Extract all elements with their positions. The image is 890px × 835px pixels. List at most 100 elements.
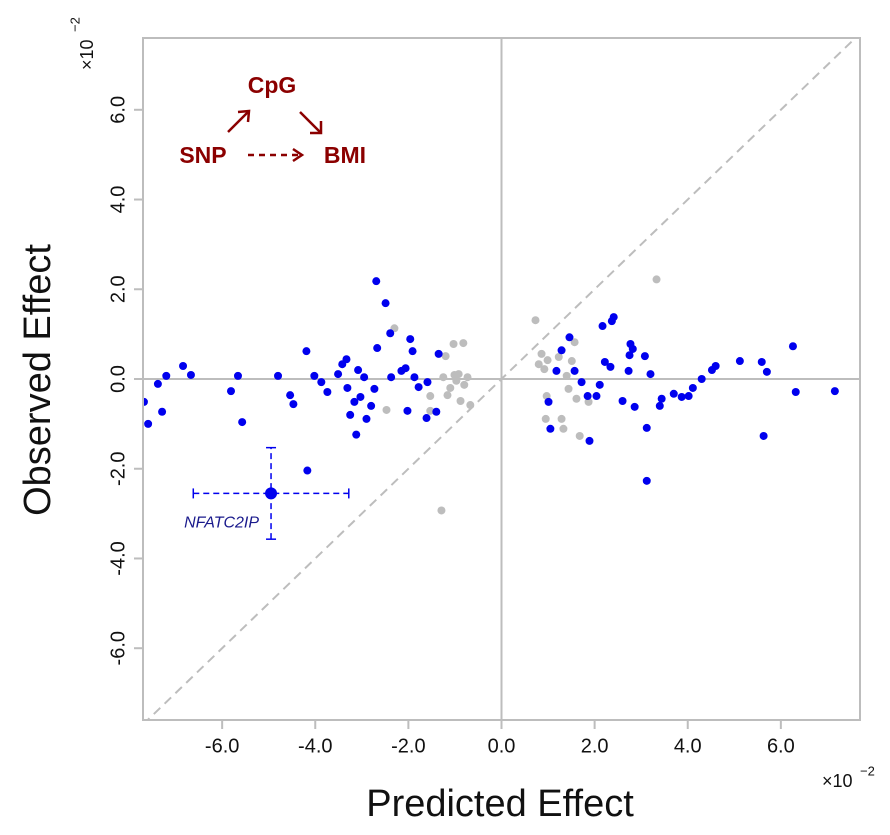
point — [642, 423, 651, 432]
point — [711, 361, 720, 370]
y-tick-label: 6.0 — [107, 96, 129, 124]
point — [274, 371, 283, 380]
point — [410, 373, 419, 382]
diagram-node: CpG — [248, 72, 297, 98]
point — [624, 366, 633, 375]
point — [652, 275, 661, 284]
point — [570, 366, 579, 375]
point — [552, 366, 561, 375]
identity-line — [146, 38, 857, 720]
point — [788, 342, 797, 351]
point — [408, 347, 417, 356]
point — [595, 380, 604, 389]
point — [456, 396, 465, 405]
y-tick-label: -2.0 — [107, 452, 129, 486]
x-tick-label: -6.0 — [205, 735, 239, 757]
point — [343, 383, 352, 392]
point — [310, 371, 319, 380]
point — [543, 356, 552, 365]
point — [356, 392, 365, 401]
point — [544, 397, 553, 406]
point — [559, 424, 568, 433]
point — [546, 424, 555, 433]
point — [466, 401, 475, 410]
point — [286, 391, 295, 400]
point — [572, 394, 581, 403]
highlight-marker — [265, 487, 278, 500]
point — [735, 357, 744, 366]
point — [439, 373, 448, 382]
point — [554, 353, 563, 362]
point — [669, 389, 678, 398]
x-tick-label: -2.0 — [391, 735, 425, 757]
point — [144, 419, 153, 428]
point — [423, 378, 432, 387]
point — [564, 384, 573, 393]
point — [443, 391, 452, 400]
point — [367, 401, 376, 410]
point — [606, 362, 615, 371]
point — [226, 387, 235, 396]
y-tick-label: 0.0 — [107, 365, 129, 393]
point — [557, 346, 566, 355]
y-tick-label: -4.0 — [107, 541, 129, 575]
point — [158, 407, 167, 416]
point — [186, 370, 195, 379]
point — [289, 400, 298, 409]
point — [762, 367, 771, 376]
point — [600, 357, 609, 366]
diagram-arrow — [299, 111, 321, 133]
point — [317, 378, 326, 387]
point — [233, 371, 242, 380]
point — [179, 361, 188, 370]
point — [570, 338, 579, 347]
point — [454, 370, 463, 379]
point — [642, 476, 651, 485]
plot-area — [143, 38, 860, 720]
point — [540, 365, 549, 374]
y-tick-label: -6.0 — [107, 631, 129, 665]
point — [449, 340, 458, 349]
x-tick-label: -4.0 — [298, 735, 332, 757]
point — [697, 375, 706, 383]
point — [422, 414, 431, 423]
x-axis-title: Predicted Effect — [366, 783, 634, 825]
point — [583, 392, 592, 401]
diagram-arrowhead — [292, 147, 305, 163]
point — [630, 402, 639, 411]
point — [426, 406, 435, 415]
point — [640, 352, 649, 361]
point — [354, 366, 363, 375]
point — [406, 335, 415, 344]
point — [577, 378, 586, 387]
y-tick-label: 4.0 — [107, 186, 129, 214]
point — [459, 339, 468, 348]
point — [302, 347, 311, 356]
point — [625, 351, 634, 360]
x-tick-label: 4.0 — [674, 735, 702, 757]
point — [441, 352, 450, 361]
point — [757, 357, 766, 366]
x-tick-label: 2.0 — [581, 735, 609, 757]
highlight-point: NFATC2IP — [184, 446, 350, 540]
point — [162, 371, 171, 380]
x-tick-label: 0.0 — [488, 735, 516, 757]
point — [598, 322, 607, 331]
point — [334, 370, 343, 379]
point — [618, 396, 627, 405]
point — [657, 394, 666, 403]
point — [303, 466, 312, 475]
point — [362, 414, 371, 423]
point — [684, 392, 693, 401]
point — [352, 430, 361, 439]
point — [565, 333, 574, 342]
point — [446, 383, 455, 392]
point — [830, 387, 839, 396]
diagram-node: SNP — [179, 142, 226, 168]
highlight-label: NFATC2IP — [184, 515, 259, 532]
y-tick-label: 2.0 — [107, 275, 129, 303]
point — [414, 383, 423, 392]
point — [350, 397, 359, 406]
point — [541, 414, 550, 423]
point — [381, 299, 390, 308]
